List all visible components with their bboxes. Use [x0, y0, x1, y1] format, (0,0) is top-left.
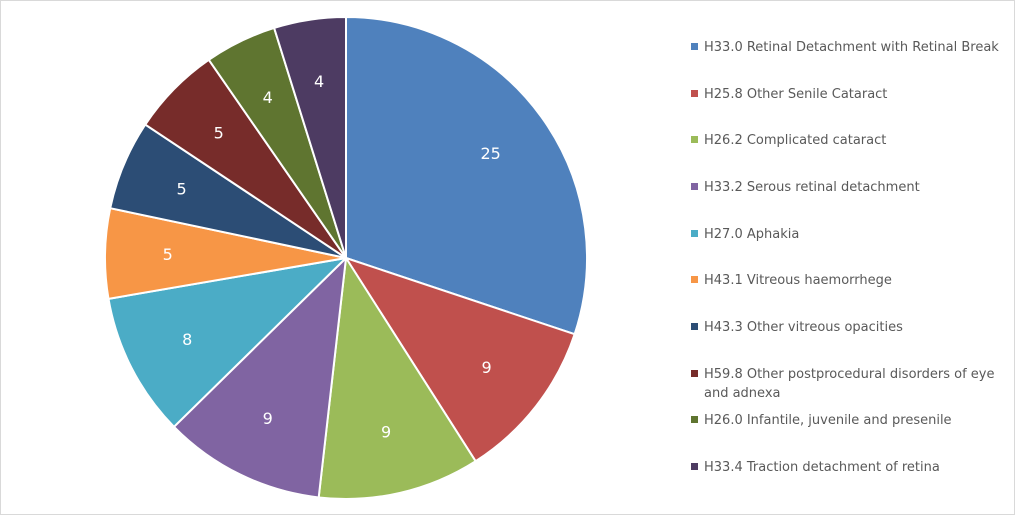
pie-slice-5: [107, 257, 347, 428]
legend-label-5: H27.0 Aphakia: [704, 227, 800, 242]
pie-slice-1: [345, 16, 588, 336]
legend-label-4: H33.2 Serous retinal detachment: [704, 180, 920, 195]
pie-slice-2: [345, 257, 576, 463]
legend-swatch-2: [691, 90, 698, 97]
legend-item-6: H43.1 Vitreous haemorrhege: [691, 271, 1009, 290]
legend-label-10: H33.4 Traction detachment of retina: [704, 460, 940, 475]
pie-slice-4: [172, 257, 347, 499]
legend-item-9: H26.0 Infantile, juvenile and presenile: [691, 411, 1009, 430]
legend-item-10: H33.4 Traction detachment of retina: [691, 458, 1009, 477]
legend-swatch-4: [691, 183, 698, 190]
slice-data-label-2: 9: [482, 358, 492, 377]
legend-label-7: H43.3 Other vitreous opacities: [704, 320, 903, 335]
pie-slice-3: [317, 257, 477, 500]
legend-label-2: H25.8 Other Senile Cataract: [704, 87, 888, 102]
slice-data-label-9: 4: [263, 88, 273, 107]
legend-item-1: H33.0 Retinal Detachment with Retinal Br…: [691, 38, 1009, 57]
legend-label-6: H43.1 Vitreous haemorrhege: [704, 273, 892, 288]
slice-data-label-7: 5: [176, 179, 186, 198]
slice-data-label-8: 5: [214, 124, 224, 143]
legend-item-8: H59.8 Other postprocedural disorders of …: [691, 365, 1009, 403]
legend-item-5: H27.0 Aphakia: [691, 225, 1009, 244]
slice-data-label-1: 25: [480, 144, 500, 163]
legend-swatch-3: [691, 136, 698, 143]
legend-label-9: H26.0 Infantile, juvenile and presenile: [704, 413, 952, 428]
legend-item-3: H26.2 Complicated cataract: [691, 131, 1009, 150]
legend-swatch-10: [691, 463, 698, 470]
slice-data-label-3: 9: [381, 422, 391, 441]
pie-slices: [104, 16, 588, 500]
legend-item-7: H43.3 Other vitreous opacities: [691, 318, 1009, 337]
legend-label-1: H33.0 Retinal Detachment with Retinal Br…: [704, 40, 999, 55]
slice-data-label-6: 5: [163, 245, 173, 264]
legend-swatch-7: [691, 323, 698, 330]
legend-item-2: H25.8 Other Senile Cataract: [691, 85, 1009, 104]
pie-data-labels: 25 9 9 9 8 5 5 5 4 4: [163, 72, 501, 441]
legend-swatch-8: [691, 370, 698, 377]
legend-label-8: H59.8 Other postprocedural disorders of …: [704, 367, 995, 401]
slice-data-label-10: 4: [314, 72, 324, 91]
legend-label-3: H26.2 Complicated cataract: [704, 133, 887, 148]
slice-data-label-4: 9: [263, 409, 273, 428]
legend-swatch-6: [691, 276, 698, 283]
slice-data-label-5: 8: [182, 330, 192, 349]
legend-item-4: H33.2 Serous retinal detachment: [691, 178, 1009, 197]
legend-swatch-5: [691, 230, 698, 237]
pie-slice-10: [273, 16, 347, 259]
legend-swatch-9: [691, 416, 698, 423]
legend-swatch-1: [691, 43, 698, 50]
